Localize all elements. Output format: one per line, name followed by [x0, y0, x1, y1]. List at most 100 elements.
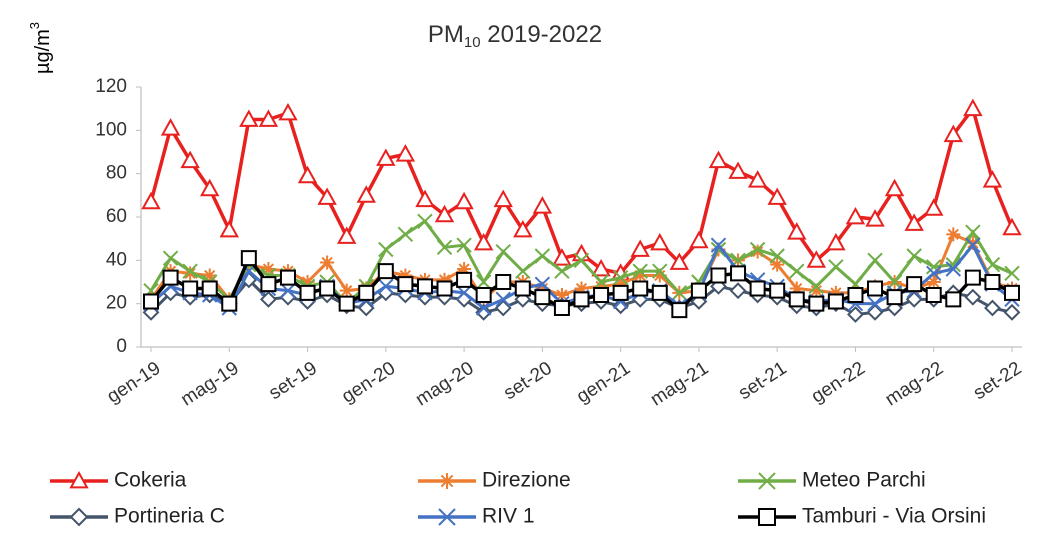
point-marker: [769, 248, 785, 264]
point-marker: [651, 284, 668, 301]
point-marker: [769, 282, 786, 299]
point-marker: [183, 266, 198, 281]
point-marker: [182, 280, 199, 297]
point-marker: [904, 213, 924, 231]
point-marker: [473, 232, 494, 251]
y-label-base: µg/m: [32, 29, 54, 74]
point-marker: [395, 144, 416, 162]
point-marker: [847, 306, 864, 323]
point-marker: [377, 263, 394, 280]
point-marker: [219, 219, 239, 238]
point-marker: [319, 280, 336, 297]
point-marker: [454, 191, 474, 210]
point-marker: [750, 244, 765, 259]
point-marker: [594, 279, 609, 294]
point-marker: [789, 281, 804, 296]
y-tick-label: 20: [106, 293, 127, 314]
point-marker: [513, 219, 533, 238]
point-marker: [339, 283, 354, 298]
point-marker: [475, 274, 492, 290]
point-marker: [299, 284, 316, 301]
point-marker: [943, 124, 963, 143]
point-marker: [240, 250, 257, 267]
point-marker: [867, 295, 883, 312]
x-tick-label: gen-20: [338, 358, 399, 408]
point-marker: [534, 248, 551, 264]
point-marker: [612, 269, 629, 286]
point-marker: [965, 237, 981, 253]
point-marker: [493, 189, 513, 208]
point-marker: [710, 237, 727, 253]
point-marker: [260, 276, 277, 293]
point-marker: [475, 287, 492, 303]
point-marker: [397, 276, 414, 293]
point-marker: [571, 243, 592, 262]
y-label-sup: 3: [27, 22, 42, 29]
point-marker: [436, 280, 453, 297]
point-marker: [789, 263, 805, 279]
point-marker: [552, 248, 572, 266]
point-marker: [906, 276, 923, 293]
point-marker: [982, 170, 1003, 188]
point-marker: [143, 293, 159, 310]
point-marker: [573, 291, 590, 308]
legend-label: Portineria C: [114, 505, 225, 528]
point-marker: [613, 277, 628, 292]
point-marker: [201, 280, 218, 297]
point-marker: [436, 239, 453, 256]
point-marker: [141, 191, 161, 210]
point-marker: [730, 265, 747, 282]
point-marker: [886, 274, 903, 290]
point-marker: [652, 263, 668, 279]
x-tick-label: set-21: [735, 358, 791, 404]
point-marker: [945, 291, 962, 308]
point-marker: [984, 256, 1001, 273]
x-tick-label: mag-19: [177, 358, 242, 411]
point-marker: [808, 295, 825, 312]
legend-marker: [758, 472, 776, 490]
legend-marker: [438, 508, 456, 526]
point-marker: [1004, 265, 1020, 282]
y-tick-label: 120: [95, 76, 127, 97]
point-marker: [788, 291, 805, 308]
point-marker: [593, 287, 610, 303]
legend-label: Cokeria: [114, 469, 187, 492]
point-marker: [573, 252, 590, 269]
point-marker: [650, 232, 670, 251]
point-marker: [398, 268, 413, 283]
point-marker: [535, 281, 550, 296]
point-marker: [612, 284, 629, 301]
point-marker: [867, 280, 884, 297]
point-marker: [925, 287, 942, 303]
point-marker: [553, 300, 570, 316]
point-marker: [416, 278, 433, 295]
legend-label: Meteo Parchi: [802, 469, 926, 492]
point-marker: [475, 300, 492, 316]
point-marker: [671, 285, 688, 301]
point-marker: [358, 284, 375, 301]
y-tick-label: 40: [106, 249, 127, 270]
point-marker: [729, 282, 747, 300]
point-marker: [926, 275, 941, 289]
point-marker: [162, 269, 179, 286]
point-marker: [770, 257, 785, 272]
point-marker: [336, 226, 357, 244]
point-marker: [767, 187, 787, 205]
point-marker: [924, 198, 944, 216]
point-marker: [456, 285, 472, 301]
point-marker: [787, 222, 807, 240]
point-marker: [475, 303, 493, 321]
title-sub: 10: [464, 34, 481, 51]
point-marker: [710, 277, 727, 295]
point-marker: [515, 263, 531, 279]
point-marker: [593, 274, 609, 290]
point-marker: [456, 237, 472, 253]
point-marker: [142, 303, 160, 321]
point-marker: [749, 280, 766, 297]
point-marker: [397, 226, 414, 243]
point-marker: [867, 252, 883, 269]
point-marker: [1003, 303, 1021, 321]
point-marker: [514, 280, 531, 297]
point-marker: [828, 259, 844, 275]
